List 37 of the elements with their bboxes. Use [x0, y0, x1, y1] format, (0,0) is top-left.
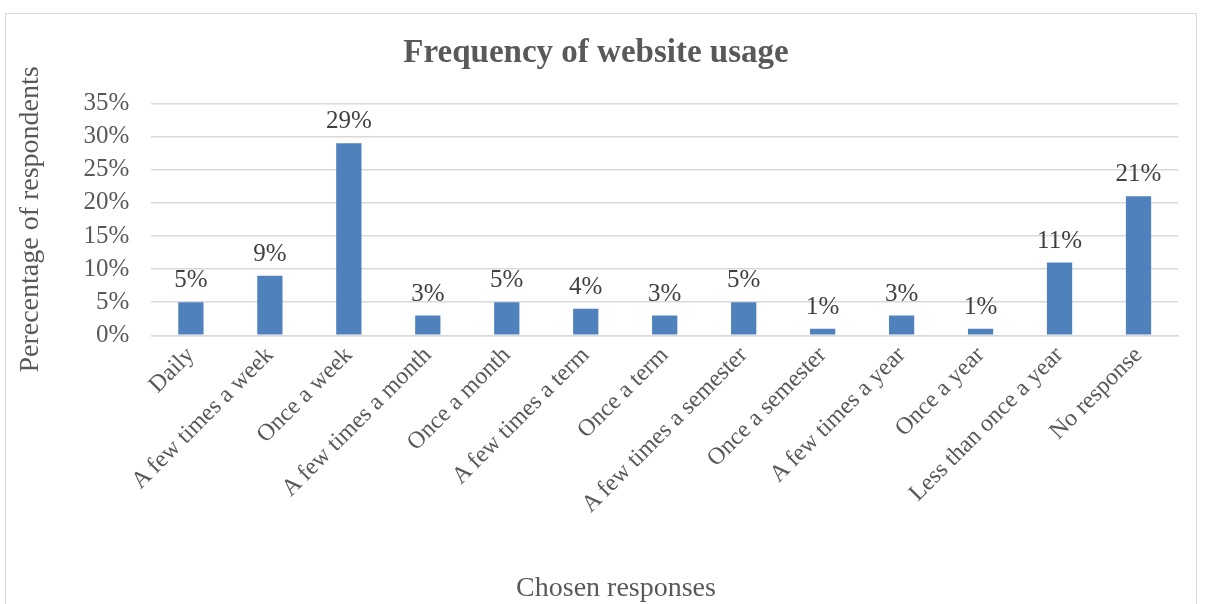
y-axis-title: Perecentage of respondents: [13, 66, 45, 373]
data-label: 5%: [490, 265, 524, 293]
data-label: 3%: [884, 278, 919, 306]
data-label: 11%: [1037, 225, 1082, 253]
data-label: 3%: [411, 278, 445, 306]
y-tick-label: 35%: [83, 88, 130, 116]
y-tick-label: 15%: [83, 220, 130, 248]
data-label: 5%: [727, 265, 761, 293]
bar: [178, 302, 204, 335]
bar: [810, 328, 836, 335]
data-label: 1%: [963, 291, 998, 319]
chart-title: Frequency of website usage: [403, 33, 789, 70]
bar: [573, 308, 599, 335]
data-label: 9%: [253, 238, 287, 266]
bar: [1046, 262, 1073, 335]
x-axis-title: Chosen responses: [516, 571, 716, 602]
data-label: 4%: [569, 271, 603, 299]
bar: [888, 315, 915, 335]
y-tick-label: 25%: [83, 154, 130, 182]
bar: [1125, 196, 1152, 335]
data-label: 5%: [174, 265, 208, 293]
y-tick-label: 5%: [96, 286, 130, 314]
y-tick-label: 30%: [83, 121, 130, 149]
y-tick-label: 20%: [83, 187, 130, 215]
bar: [257, 275, 283, 335]
bar: [415, 315, 441, 335]
data-label: 21%: [1115, 159, 1162, 187]
data-label: 1%: [805, 291, 840, 319]
data-label: 3%: [648, 278, 682, 306]
bar: [652, 315, 678, 335]
data-label: 29%: [325, 106, 372, 134]
y-tick-label: 10%: [83, 253, 130, 281]
bar: [494, 302, 520, 335]
y-tick-label: 0%: [96, 319, 130, 347]
bar: [336, 143, 362, 335]
bar: [967, 328, 994, 335]
bar: [731, 302, 757, 335]
